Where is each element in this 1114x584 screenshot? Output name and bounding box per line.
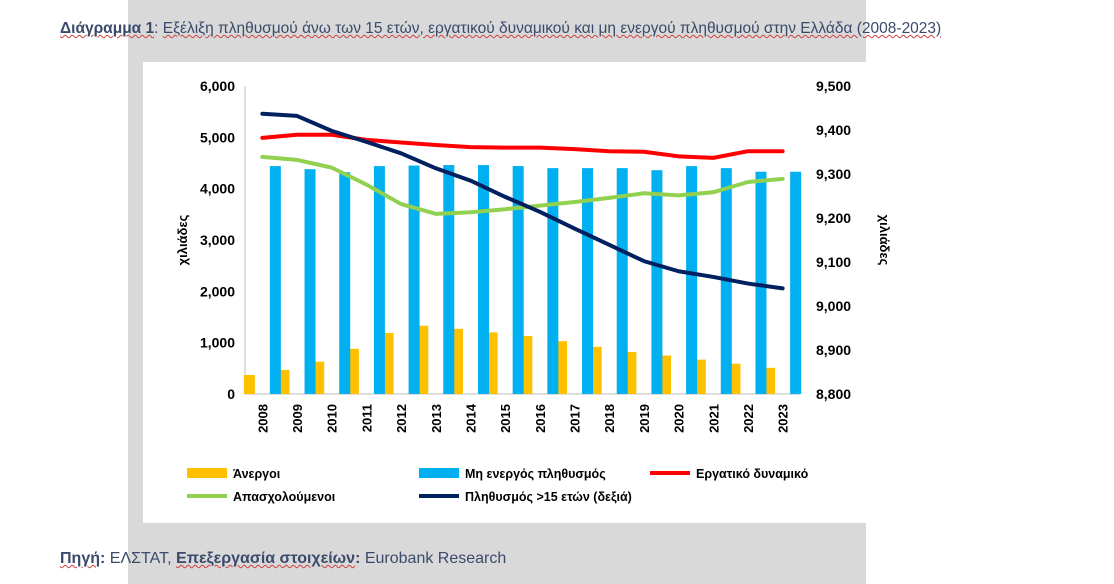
processing-label: Επεξεργασία στοιχείων bbox=[176, 550, 356, 567]
y2-tick-label: 8,800 bbox=[816, 386, 851, 402]
bar-inactive bbox=[651, 170, 663, 394]
y2-tick-label: 9,300 bbox=[816, 166, 851, 182]
bar-inactive bbox=[547, 168, 559, 394]
source-label: Πηγή bbox=[60, 550, 100, 567]
legend-label: Εργατικό δυναμικό bbox=[696, 467, 809, 481]
bar-unemployed bbox=[660, 355, 672, 394]
line-employed bbox=[260, 154, 785, 216]
line-labour-force bbox=[260, 132, 785, 160]
y-axis-title: χιλιάδες bbox=[175, 214, 190, 265]
bar-unemployed bbox=[243, 375, 255, 394]
y2-axis-title: χιλιάδες bbox=[877, 215, 892, 266]
y2-tick-label: 9,100 bbox=[816, 254, 851, 270]
bar-inactive bbox=[339, 172, 351, 394]
y2-tick-label: 8,900 bbox=[816, 342, 851, 358]
y-tick-label: 0 bbox=[227, 386, 235, 402]
bar-unemployed bbox=[556, 341, 568, 394]
bar-inactive bbox=[790, 171, 802, 394]
y2-tick-label: 9,200 bbox=[816, 210, 851, 226]
y-tick-label: 5,000 bbox=[200, 129, 235, 145]
bar-inactive bbox=[443, 165, 455, 394]
chart-svg: 0 1,000 2,000 3,000 4,000 5,000 6,000 8,800 8,90… bbox=[175, 78, 892, 504]
legend-swatch bbox=[187, 468, 227, 478]
x-tick-label: 2015 bbox=[498, 404, 513, 433]
x-tick-label: 2014 bbox=[463, 403, 478, 433]
bar-inactive bbox=[477, 165, 489, 394]
y-tick-label: 3,000 bbox=[200, 232, 235, 248]
legend-label: Απασχολούμενοι bbox=[233, 490, 336, 504]
y-tick-label: 2,000 bbox=[200, 283, 235, 299]
bar-inactive bbox=[408, 165, 420, 394]
y2-tick-label: 9,400 bbox=[816, 122, 851, 138]
y-tick-label: 6,000 bbox=[200, 78, 235, 94]
y2-tick-label: 9,000 bbox=[816, 298, 851, 314]
bar-unemployed bbox=[625, 351, 637, 394]
bar-unemployed bbox=[764, 367, 776, 394]
bar-unemployed bbox=[417, 325, 429, 394]
chart-heading: Διάγραμμα 1: Εξέλιξη πληθυσμού άνω των 1… bbox=[60, 20, 1110, 38]
chart-area: 0 1,000 2,000 3,000 4,000 5,000 6,000 8,800 8,90… bbox=[143, 62, 912, 523]
y-tick-label: 1,000 bbox=[200, 335, 235, 351]
x-tick-label: 2009 bbox=[290, 404, 305, 433]
bar-unemployed bbox=[382, 332, 394, 394]
bar-inactive bbox=[269, 166, 281, 394]
source-note: Πηγή: ΕΛΣΤΑΤ, Επεξεργασία στοιχείων: Eur… bbox=[60, 550, 507, 567]
bar-unemployed bbox=[347, 348, 359, 394]
legend-label: Μη ενεργός πληθυσμός bbox=[465, 467, 606, 481]
y-tick-label: 4,000 bbox=[200, 181, 235, 197]
legend-swatch bbox=[419, 468, 459, 478]
x-tick-label: 2013 bbox=[429, 404, 444, 433]
bar-inactive bbox=[755, 171, 767, 394]
bar-inactive bbox=[373, 166, 385, 394]
bar-unemployed bbox=[521, 335, 533, 394]
x-tick-label: 2022 bbox=[741, 404, 756, 433]
bar-unemployed bbox=[313, 361, 325, 394]
x-tick-label: 2012 bbox=[394, 404, 409, 433]
bar-unemployed bbox=[278, 369, 290, 394]
source-value: ΕΛΣΤΑΤ bbox=[109, 550, 168, 567]
x-tick-label: 2010 bbox=[325, 404, 340, 433]
heading-label: Διάγραμμα 1 bbox=[60, 20, 155, 37]
heading-title: Εξέλιξη πληθυσμού άνω των 15 ετών, εργατ… bbox=[162, 20, 942, 37]
bar-unemployed bbox=[694, 359, 706, 394]
x-tick-label: 2020 bbox=[672, 404, 687, 433]
processing-value: Eurobank Research bbox=[364, 550, 507, 567]
x-tick-label: 2011 bbox=[359, 404, 374, 432]
bar-inactive bbox=[304, 169, 316, 394]
bar-unemployed bbox=[590, 346, 602, 394]
legend-label: Πληθυσμός >15 ετών (δεξιά) bbox=[465, 490, 632, 504]
x-tick-label: 2018 bbox=[602, 404, 617, 433]
bar-unemployed bbox=[486, 332, 498, 394]
x-tick-label: 2016 bbox=[533, 404, 548, 433]
legend-label: Άνεργοι bbox=[233, 467, 281, 481]
x-tick-label: 2017 bbox=[568, 404, 583, 433]
line-population bbox=[260, 111, 785, 291]
bar-inactive bbox=[686, 166, 698, 394]
bar-inactive bbox=[512, 166, 524, 394]
bar-unemployed bbox=[451, 328, 463, 394]
x-tick-label: 2021 bbox=[706, 404, 721, 433]
bar-inactive bbox=[616, 168, 628, 394]
x-tick-label: 2008 bbox=[255, 404, 270, 433]
bar-unemployed bbox=[729, 363, 741, 394]
bar-inactive bbox=[582, 168, 594, 394]
heading-separator: : bbox=[154, 20, 159, 37]
x-tick-label: 2019 bbox=[637, 404, 652, 433]
y2-tick-label: 9,500 bbox=[816, 78, 851, 94]
x-tick-label: 2023 bbox=[776, 404, 791, 433]
